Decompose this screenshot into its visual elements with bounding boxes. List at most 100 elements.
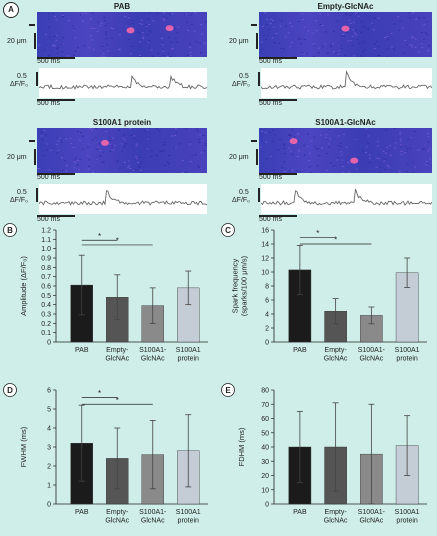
scale-bar-ms [37,173,75,175]
category-label: S100A1 [395,347,420,354]
scale-label-ms: 500 ms [259,58,282,65]
scale-label-dff: ΔF/F₀ [10,81,29,88]
y-tick-label: 6 [265,298,269,305]
fluorescence-trace [260,68,433,98]
image-title: Empty-GlcNAc [317,2,374,11]
y-tick-label: 0.6 [41,284,51,291]
y-tick-label: 0.1 [41,330,51,337]
scale-label-dff: ΔF/F₀ [10,197,29,204]
y-tick-label: 3 [47,445,51,452]
scale-label-um: 20 μm [7,154,27,161]
scale-label-dff-value: 0.5 [239,73,249,80]
y-tick-label: 0 [47,502,51,509]
y-tick-label: 20 [261,473,269,480]
y-tick-label: 30 [261,459,269,466]
scale-label-dff: ΔF/F₀ [232,81,251,88]
category-label: S100A1 [176,347,201,354]
category-label: Empty- [106,347,129,354]
significance-mark: * [334,236,337,245]
significance-mark: * [98,389,101,398]
trace-line [260,70,433,90]
category-label: GlcNAc [141,356,165,363]
panel-label-circle [221,223,235,237]
panel-label: E [225,386,231,395]
scale-bar-ms [259,215,297,217]
image-title: S100A1-GlcNAc [315,118,376,127]
linescan-image [259,12,432,57]
scale-label-ms: 500 ms [37,58,60,65]
y-axis-label: Spark frequency [231,258,240,313]
scale-label-um: 20 μm [7,38,27,45]
category-label: PAB [75,509,89,516]
category-label: protein [178,518,200,525]
y-tick-label: 0.4 [41,302,51,309]
y-tick-label: 1.1 [41,237,51,244]
y-tick-label: 1.0 [41,246,51,253]
panel-label: B [7,226,13,235]
scale-bar-um [256,149,258,165]
y-axis-label: Amplitude (ΔF/F₀) [19,256,28,316]
scale-label-um: 20 μm [229,154,249,161]
scale-label-dff-value: 0.5 [17,73,27,80]
scale-label-ms: 500 ms [259,174,282,181]
significance-mark: * [116,236,119,245]
position-marker [29,140,35,142]
category-label: protein [396,518,418,525]
category-label: GlcNAc [105,356,129,363]
scale-bar-ms [37,99,75,101]
y-tick-label: 2 [47,464,51,471]
panel-label-circle [221,383,235,397]
fluorescence-trace [38,68,208,98]
position-marker [251,140,257,142]
scale-bar-ms [259,173,297,175]
scale-bar-ms [37,215,75,217]
significance-mark: * [98,232,101,241]
significance-mark: * [316,229,319,238]
y-tick-label: 5 [47,407,51,414]
category-label: GlcNAc [324,356,348,363]
image-title: PAB [113,2,131,11]
category-label: S100A1- [358,509,386,516]
category-label: Empty- [325,347,348,354]
y-tick-label: 0.8 [41,265,51,272]
category-label: Empty- [325,509,348,516]
y-axis-label: FDHM (ms) [237,427,246,466]
category-label: PAB [293,509,307,516]
chart-b: B 0 0.1 0.2 0.3 0.4 0.5 0.6 0.7 0.8 0.9 1.0 1.1 1.2 Am… [3,223,208,363]
category-label: protein [396,356,418,363]
category-label: GlcNAc [324,518,348,525]
y-tick-label: 0 [265,502,269,509]
scale-label-ms: 500 ms [259,216,282,223]
y-tick-label: 0.3 [41,312,51,319]
trace-line [260,188,433,206]
category-label: GlcNAc [360,518,384,525]
panel-label: D [7,386,13,395]
y-tick-label: 0.9 [41,256,51,263]
scale-bar-um [34,149,36,165]
category-label: S100A1 [176,509,201,516]
panel-label-circle [3,383,17,397]
category-label: PAB [75,347,89,354]
image-title: S100A1 protein [92,118,152,127]
scale-label-dff-value: 0.5 [17,189,27,196]
chart-c: C 0 2 4 6 8 10 12 14 16 Spark frequency (sparks/100… [221,223,427,363]
y-tick-label: 0 [47,340,51,347]
scale-bar-ms [259,57,297,59]
linescan-image [37,12,207,57]
y-tick-label: 12 [261,256,269,263]
linescan-image [37,128,207,173]
panel-label: C [225,226,231,235]
y-tick-label: 10 [261,487,269,494]
chart-e: E 0 10 20 30 40 50 60 70 80 FDHM (ms) PAB Empty- GlcN… [221,383,427,525]
y-axis-label: (sparks/100 μm/s) [240,255,249,316]
category-label: GlcNAc [360,356,384,363]
y-tick-label: 0.7 [41,274,51,281]
y-tick-label: 70 [261,402,269,409]
scale-bar-um [256,33,258,49]
y-tick-label: 14 [261,242,269,249]
trace-line [38,190,208,206]
scale-bar-ms [259,99,297,101]
significance-mark: * [116,396,119,405]
category-label: S100A1- [358,347,386,354]
y-tick-label: 10 [261,270,269,277]
